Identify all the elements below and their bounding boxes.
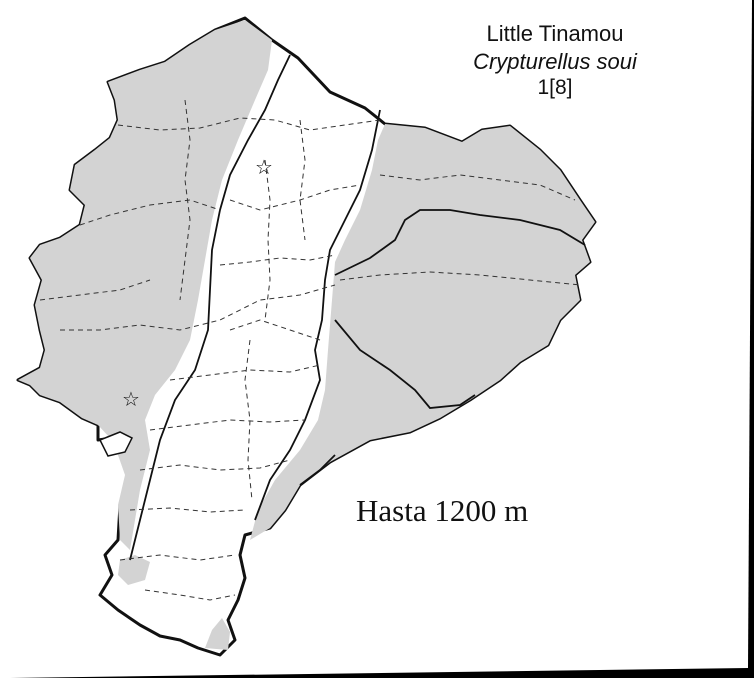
province-boundaries — [39, 99, 581, 601]
star-icon: ☆ — [122, 387, 140, 411]
island — [98, 431, 134, 457]
elevation-note: Hasta 1200 m — [356, 493, 529, 528]
range-southwest-patch — [118, 555, 150, 585]
species-title: Little Tinamou Crypturellus soui 1[8] — [455, 20, 655, 101]
range-south-patch — [205, 618, 230, 650]
star-icon: ☆ — [255, 155, 273, 179]
species-code: 1[8] — [537, 76, 573, 99]
rivers — [129, 54, 586, 561]
common-name: Little Tinamou — [486, 21, 624, 46]
scientific-name: Crypturellus soui — [473, 48, 637, 74]
range-west — [18, 20, 272, 550]
range-east — [250, 124, 595, 540]
